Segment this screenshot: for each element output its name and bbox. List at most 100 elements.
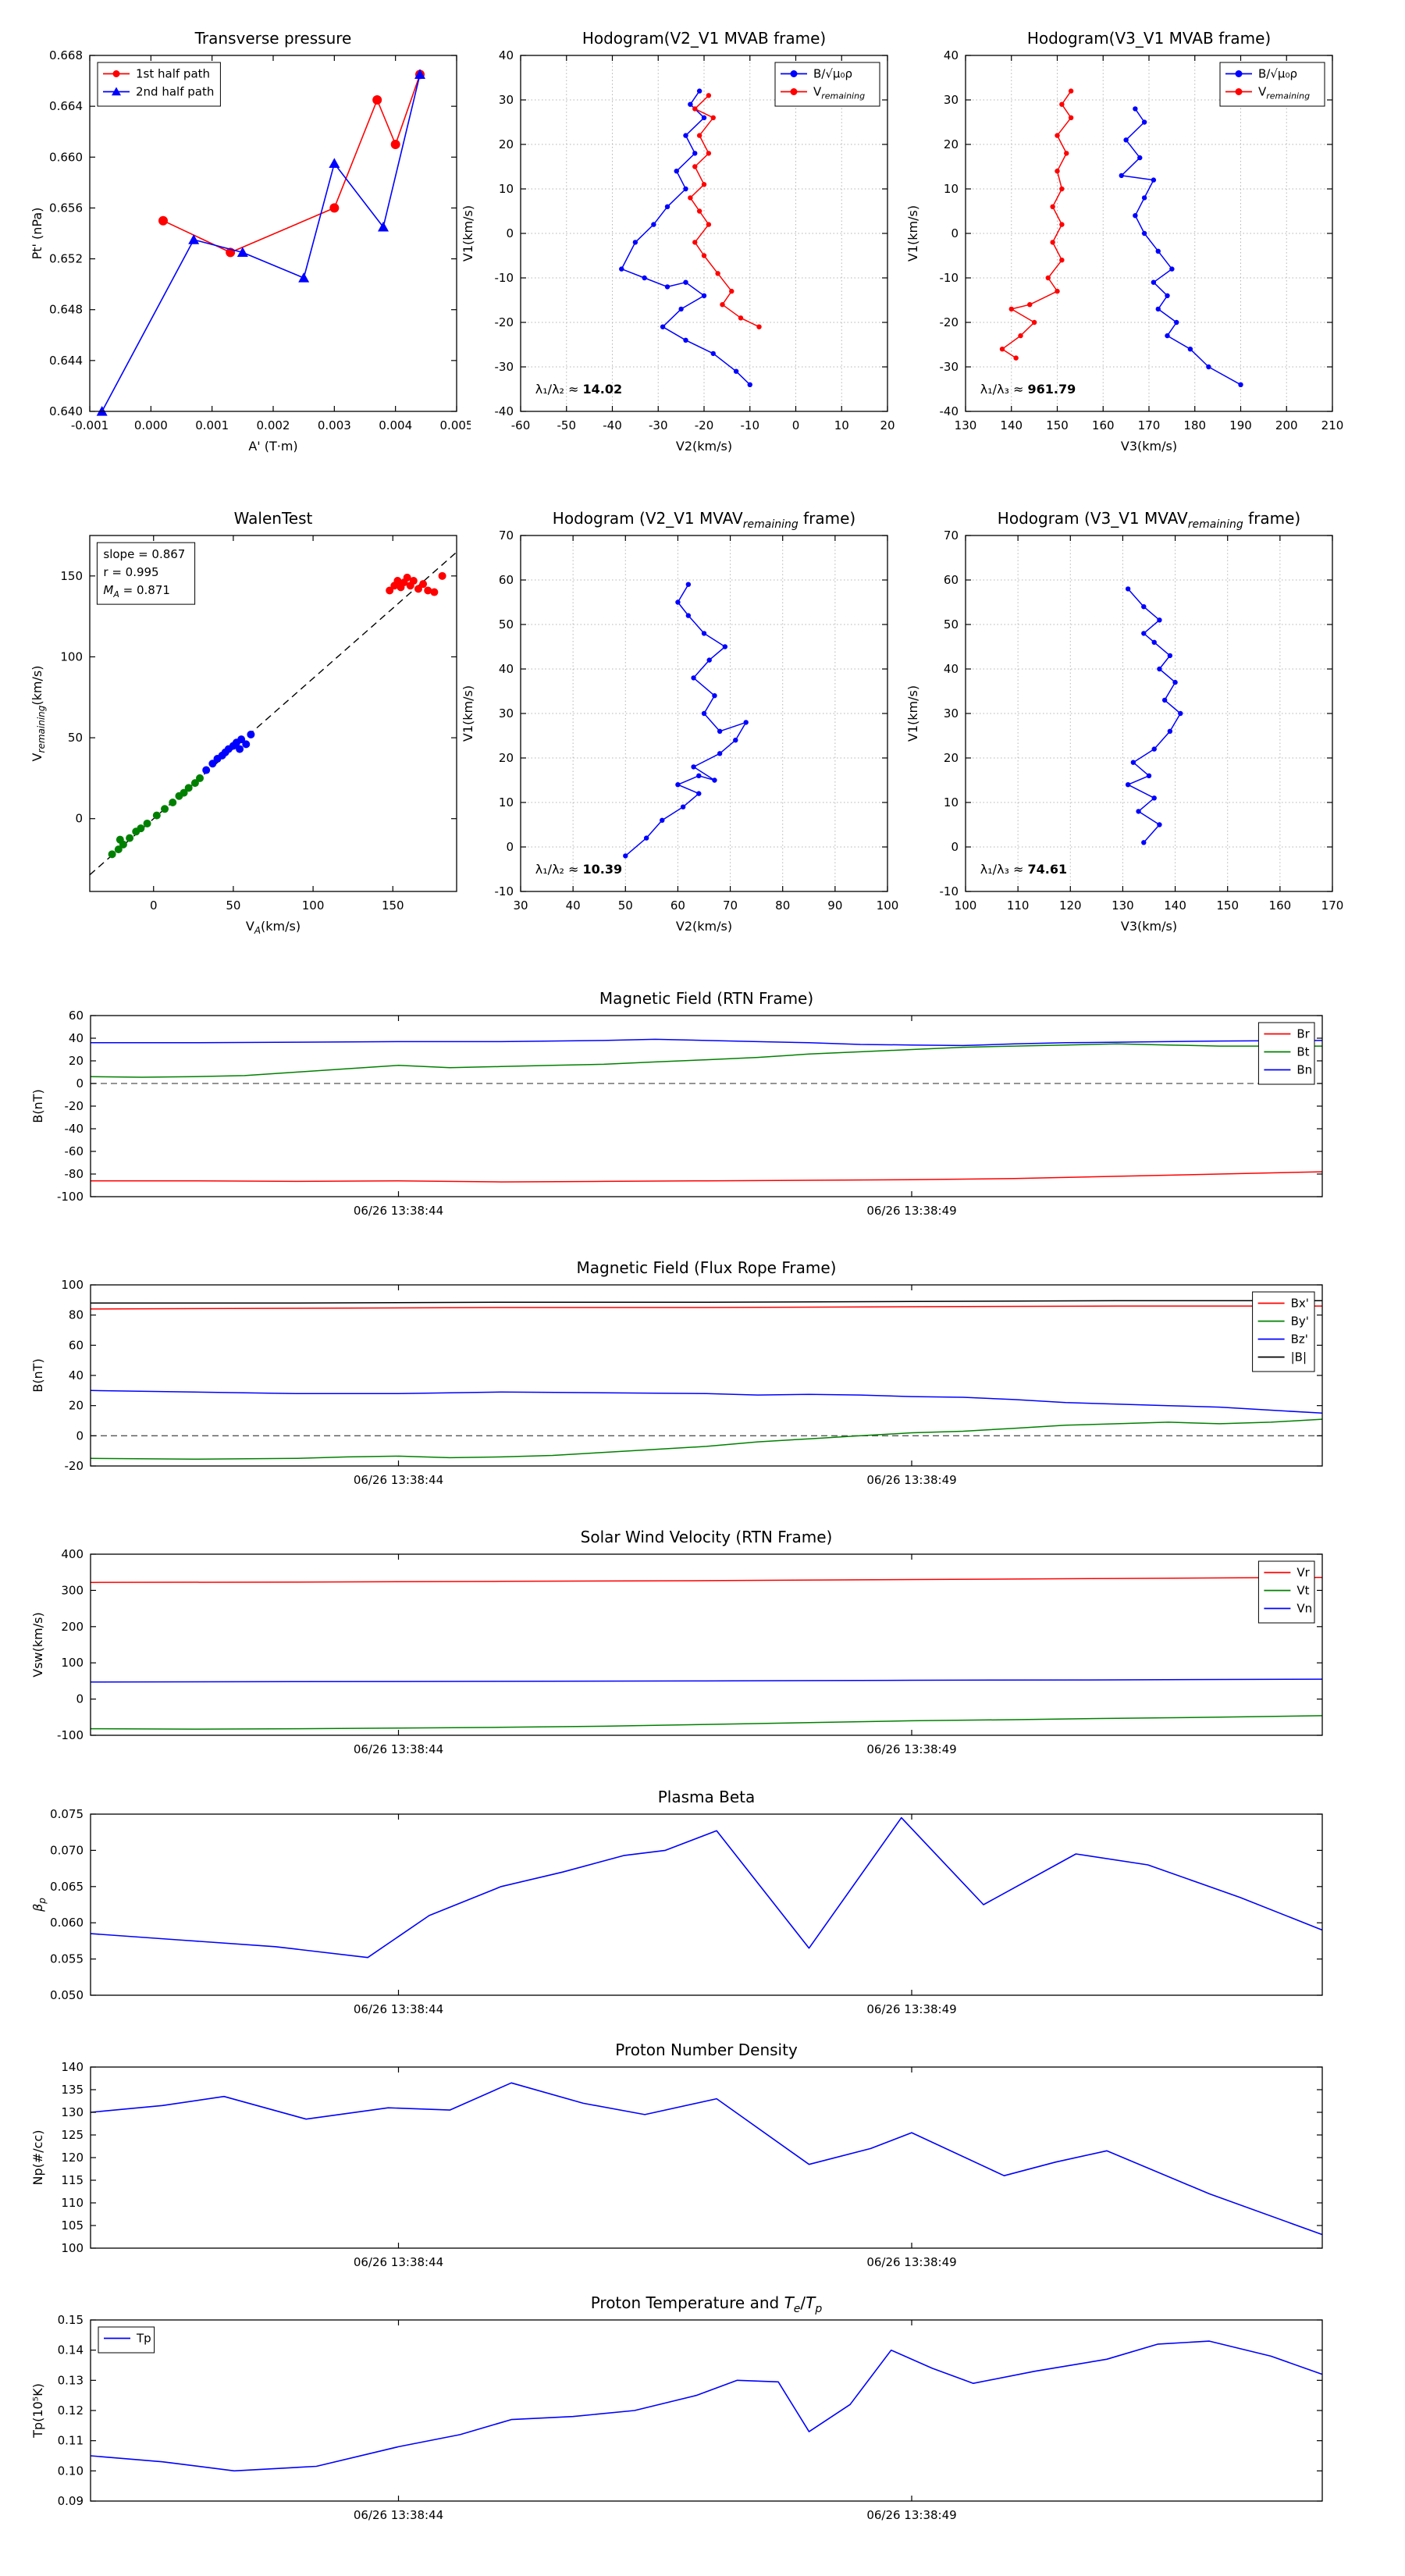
svg-text:Np(#/cc): Np(#/cc) xyxy=(30,2130,45,2186)
svg-text:|B|: |B| xyxy=(1291,1350,1307,1364)
svg-text:0.075: 0.075 xyxy=(50,1807,84,1821)
svg-text:20: 20 xyxy=(944,751,959,765)
svg-text:210: 210 xyxy=(1321,418,1344,432)
svg-text:Hodogram(V3_V1 MVAB frame): Hodogram(V3_V1 MVAB frame) xyxy=(1027,29,1271,48)
chart-magnetic-field-flux-rope: 06/26 13:38:44 06/26 13:38:49 -20 0 20 40 60 80… xyxy=(0,1249,1405,1507)
svg-text:20: 20 xyxy=(69,1399,84,1413)
svg-text:0.003: 0.003 xyxy=(318,418,351,432)
svg-text:Bt: Bt xyxy=(1297,1045,1309,1059)
chart-walen-test: 0 50 100 150 0 50 100 150 WalenTest VA(km/s) Vrema… xyxy=(14,500,471,945)
svg-text:-40: -40 xyxy=(65,1122,84,1136)
svg-text:Magnetic Field (Flux Rope Fram: Magnetic Field (Flux Rope Frame) xyxy=(577,1258,837,1277)
chart-plasma-beta: 06/26 13:38:44 06/26 13:38:49 0.050 0.055 0.… xyxy=(0,1778,1405,2036)
svg-text:-80: -80 xyxy=(65,1167,84,1181)
svg-text:160: 160 xyxy=(1269,898,1292,913)
svg-text:10: 10 xyxy=(499,182,514,196)
svg-text:110: 110 xyxy=(1007,898,1030,913)
svg-text:-60: -60 xyxy=(65,1144,84,1158)
svg-text:WalenTest: WalenTest xyxy=(234,509,313,528)
svg-text:0: 0 xyxy=(792,418,800,432)
svg-text:Magnetic Field (RTN Frame): Magnetic Field (RTN Frame) xyxy=(599,989,813,1008)
svg-text:Vt: Vt xyxy=(1297,1584,1309,1598)
svg-text:130: 130 xyxy=(955,418,977,432)
svg-text:100: 100 xyxy=(955,898,977,913)
svg-text:Vremaining: Vremaining xyxy=(813,85,865,101)
svg-text:40: 40 xyxy=(69,1368,84,1382)
svg-text:Vremaining: Vremaining xyxy=(1258,85,1310,101)
svg-text:20: 20 xyxy=(944,137,959,151)
svg-text:λ₁/λ₃ ≈ 961.79: λ₁/λ₃ ≈ 961.79 xyxy=(980,382,1076,397)
svg-text:1st half path: 1st half path xyxy=(136,67,210,81)
magnetic-field-rtn-svg: 06/26 13:38:44 06/26 13:38:49 -100 -80 -60 -4… xyxy=(30,989,1323,1218)
walen-test-svg: 0 50 100 150 0 50 100 150 WalenTest VA(km/s) Vrema… xyxy=(30,509,457,936)
svg-text:10: 10 xyxy=(834,418,849,432)
svg-text:110: 110 xyxy=(61,2196,84,2210)
svg-text:30: 30 xyxy=(499,706,514,720)
svg-text:90: 90 xyxy=(827,898,842,913)
svg-text:Transverse pressure: Transverse pressure xyxy=(194,29,352,48)
svg-text:06/26 13:38:44: 06/26 13:38:44 xyxy=(354,1204,443,1218)
svg-text:-10: -10 xyxy=(495,271,514,285)
proton-number-density-svg: 06/26 13:38:44 06/26 13:38:49 100 105 110 115… xyxy=(30,2041,1323,2269)
svg-text:Bn: Bn xyxy=(1297,1063,1312,1077)
svg-text:0.15: 0.15 xyxy=(58,2313,84,2327)
svg-text:0: 0 xyxy=(150,898,158,913)
svg-text:60: 60 xyxy=(944,573,959,587)
hodogram-v2v1-mvav-svg: 30 40 50 60 70 80 90 100 -10 0 10 20 30 40 50 60 70 Hodog… xyxy=(461,509,898,934)
svg-text:Hodogram(V2_V1 MVAB frame): Hodogram(V2_V1 MVAB frame) xyxy=(582,29,826,48)
svg-text:Tp: Tp xyxy=(136,2332,151,2346)
svg-text:40: 40 xyxy=(566,898,581,913)
svg-text:100: 100 xyxy=(61,2241,84,2255)
svg-text:V3(km/s): V3(km/s) xyxy=(1121,919,1177,934)
svg-text:Plasma Beta: Plasma Beta xyxy=(658,1788,756,1806)
svg-text:-10: -10 xyxy=(741,418,760,432)
svg-text:0.664: 0.664 xyxy=(49,99,83,113)
svg-text:150: 150 xyxy=(1216,898,1239,913)
svg-text:λ₁/λ₂ ≈ 10.39: λ₁/λ₂ ≈ 10.39 xyxy=(535,862,622,877)
svg-text:-30: -30 xyxy=(495,360,514,374)
svg-text:B/√μ₀ρ: B/√μ₀ρ xyxy=(1258,67,1297,81)
svg-text:-0.001: -0.001 xyxy=(71,418,108,432)
svg-text:-20: -20 xyxy=(940,315,959,329)
magnetic-field-flux-rope-svg: 06/26 13:38:44 06/26 13:38:49 -20 0 20 40 60 80… xyxy=(30,1258,1323,1487)
svg-text:170: 170 xyxy=(1321,898,1344,913)
svg-text:0.065: 0.065 xyxy=(50,1880,84,1894)
svg-text:V1(km/s): V1(km/s) xyxy=(905,205,920,262)
svg-text:B/√μ₀ρ: B/√μ₀ρ xyxy=(813,67,852,81)
svg-text:0.09: 0.09 xyxy=(58,2494,84,2508)
svg-text:-100: -100 xyxy=(57,1190,84,1204)
svg-text:150: 150 xyxy=(60,569,83,583)
svg-text:170: 170 xyxy=(1138,418,1161,432)
svg-text:Tp(10⁵K): Tp(10⁵K) xyxy=(30,2383,45,2439)
svg-text:30: 30 xyxy=(944,93,959,107)
svg-text:0.660: 0.660 xyxy=(49,150,83,164)
svg-text:V3(km/s): V3(km/s) xyxy=(1121,439,1177,454)
svg-text:115: 115 xyxy=(61,2173,84,2187)
svg-text:135: 135 xyxy=(61,2083,84,2097)
svg-text:Vsw(km/s): Vsw(km/s) xyxy=(30,1612,45,1677)
svg-text:100: 100 xyxy=(61,1278,84,1292)
hodogram-v2v1-mvab-svg: -60 -50 -40 -30 -20 -10 0 10 20 -40 -30 -20 -10 0 10 20… xyxy=(461,29,895,454)
svg-text:By': By' xyxy=(1291,1315,1309,1329)
svg-text:80: 80 xyxy=(775,898,790,913)
svg-text:-40: -40 xyxy=(495,404,514,418)
svg-text:130: 130 xyxy=(1112,898,1134,913)
svg-text:06/26 13:38:49: 06/26 13:38:49 xyxy=(866,1204,956,1218)
svg-text:60: 60 xyxy=(69,1009,84,1023)
svg-text:30: 30 xyxy=(499,93,514,107)
svg-text:80: 80 xyxy=(69,1308,84,1322)
svg-text:-60: -60 xyxy=(511,418,531,432)
svg-text:100: 100 xyxy=(60,649,83,664)
svg-text:0.055: 0.055 xyxy=(50,1952,84,1966)
svg-text:70: 70 xyxy=(944,528,959,543)
svg-text:0.644: 0.644 xyxy=(49,354,83,368)
svg-text:V1(km/s): V1(km/s) xyxy=(461,205,475,262)
svg-text:20: 20 xyxy=(69,1054,84,1068)
svg-text:Vremaining(km/s): Vremaining(km/s) xyxy=(30,666,47,762)
svg-text:06/26 13:38:49: 06/26 13:38:49 xyxy=(866,2002,956,2016)
svg-text:150: 150 xyxy=(382,898,404,913)
proton-temperature-svg: 06/26 13:38:44 06/26 13:38:49 0.09 0.10 0.11… xyxy=(30,2293,1323,2522)
svg-text:50: 50 xyxy=(499,617,514,632)
hodogram-v3v1-mvav-svg: 100 110 120 130 140 150 160 170 -10 0 10 20 30 40 50 60… xyxy=(905,509,1344,934)
